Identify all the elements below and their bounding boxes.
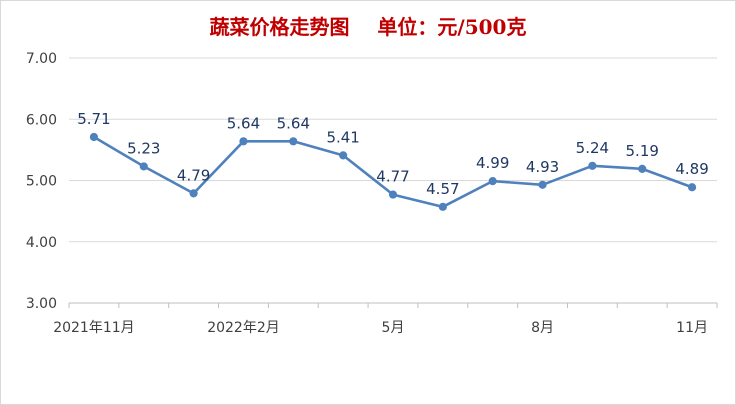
data-point bbox=[388, 190, 398, 199]
x-tick-label: 2021年11月 bbox=[53, 320, 134, 336]
data-label: 5.23 bbox=[127, 139, 160, 157]
data-point bbox=[139, 162, 148, 171]
data-label: 4.79 bbox=[177, 166, 210, 184]
data-label: 5.19 bbox=[626, 142, 659, 160]
data-label: 4.57 bbox=[426, 180, 459, 198]
data-label: 4.93 bbox=[526, 158, 559, 176]
data-point bbox=[638, 164, 647, 173]
data-point bbox=[239, 137, 248, 146]
data-point bbox=[89, 132, 99, 142]
y-tick-label: 3.00 bbox=[26, 296, 57, 312]
data-label: 5.71 bbox=[77, 110, 110, 128]
y-tick-label: 5.00 bbox=[26, 174, 57, 190]
x-tick-label: 5月 bbox=[382, 320, 405, 336]
y-tick-label: 4.00 bbox=[26, 235, 57, 251]
x-tick-label: 2022年2月 bbox=[207, 320, 280, 336]
data-label: 5.24 bbox=[576, 139, 609, 157]
data-label: 4.77 bbox=[376, 168, 409, 186]
data-point bbox=[687, 183, 697, 192]
data-label: 5.41 bbox=[326, 128, 359, 146]
y-tick-label: 6.00 bbox=[26, 112, 57, 128]
data-point bbox=[289, 137, 298, 146]
data-label: 5.64 bbox=[227, 114, 260, 132]
x-tick-label: 11月 bbox=[676, 320, 708, 336]
data-point bbox=[538, 180, 547, 189]
data-point bbox=[588, 161, 597, 170]
data-label: 4.89 bbox=[675, 160, 708, 178]
y-tick-label: 7.00 bbox=[26, 51, 57, 67]
data-label: 4.99 bbox=[476, 154, 509, 172]
x-tick-label: 8月 bbox=[531, 320, 554, 336]
data-label: 5.64 bbox=[277, 114, 310, 132]
chart-title: 蔬菜价格走势图 单位：元/500克 bbox=[209, 15, 527, 39]
data-point bbox=[189, 189, 198, 198]
data-point bbox=[339, 151, 348, 160]
data-point bbox=[438, 202, 447, 211]
data-point bbox=[488, 177, 497, 186]
